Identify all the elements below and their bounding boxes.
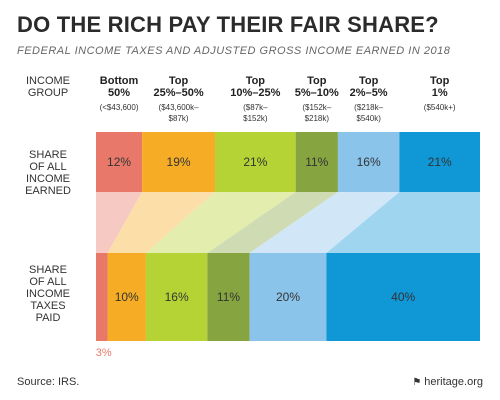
- bar-segment: [249, 253, 327, 341]
- category-name: Top 10%–25%: [230, 75, 280, 99]
- bar-segment: [215, 132, 296, 192]
- category-range: ($540k+): [424, 103, 456, 112]
- bar-value-label: 16%: [357, 155, 381, 169]
- category-range: ($43,600k– $87k): [159, 103, 200, 123]
- bar-segment: [207, 253, 250, 341]
- connector-band: [96, 192, 143, 253]
- category-name: Top 2%–5%: [350, 75, 388, 99]
- row-label: SHARE OF ALL INCOME TAXES PAID: [26, 264, 70, 324]
- category-name: Top 1%: [430, 75, 450, 99]
- category-name: Top 25%–50%: [153, 75, 203, 99]
- bar-value-label: 21%: [428, 155, 452, 169]
- bar-value-label: 3%: [96, 347, 112, 359]
- connector-band: [207, 192, 338, 253]
- bar-segment: [337, 132, 400, 192]
- bar-segment: [326, 253, 480, 341]
- bar-value-label: 16%: [165, 290, 189, 304]
- category-range: ($87k– $152k): [243, 103, 268, 123]
- bar-value-label: 40%: [391, 290, 415, 304]
- category-range: (<$43,600): [100, 103, 139, 112]
- category-name: Top 5%–10%: [295, 75, 339, 99]
- bar-segment: [96, 132, 143, 192]
- chart-title: DO THE RICH PAY THEIR FAIR SHARE?: [17, 12, 439, 37]
- bar-segment: [145, 253, 208, 341]
- bar-value-label: 19%: [167, 155, 191, 169]
- bar-segment: [96, 253, 108, 341]
- brand-label: heritage.org: [424, 376, 483, 388]
- bar-value-label: 21%: [243, 155, 267, 169]
- bar-value-label: 20%: [276, 290, 300, 304]
- brand: ⚑ heritage.org: [412, 376, 483, 388]
- bar-value-label: 12%: [107, 155, 131, 169]
- connector-band: [145, 192, 296, 253]
- bar-segment: [399, 132, 480, 192]
- category-range: ($152k– $218k): [302, 103, 331, 123]
- connector-band: [326, 192, 480, 253]
- connector-band: [107, 192, 216, 253]
- bar-segment: [142, 132, 216, 192]
- bar-value-label: 11%: [305, 155, 328, 169]
- bar-value-label: 10%: [115, 290, 139, 304]
- category-name: Bottom 50%: [100, 75, 139, 99]
- category-range: ($218k– $540k): [354, 103, 383, 123]
- connector-band: [249, 192, 400, 253]
- bar-value-label: 11%: [217, 290, 240, 304]
- bar-segment: [107, 253, 146, 341]
- row-label: SHARE OF ALL INCOME EARNED: [25, 149, 71, 197]
- bar-segment: [295, 132, 338, 192]
- source-note: Source: IRS.: [17, 376, 80, 388]
- flag-icon: ⚑: [412, 376, 422, 388]
- chart-subtitle: FEDERAL INCOME TAXES AND ADJUSTED GROSS …: [17, 45, 451, 57]
- column-header-label: INCOME GROUP: [26, 75, 70, 99]
